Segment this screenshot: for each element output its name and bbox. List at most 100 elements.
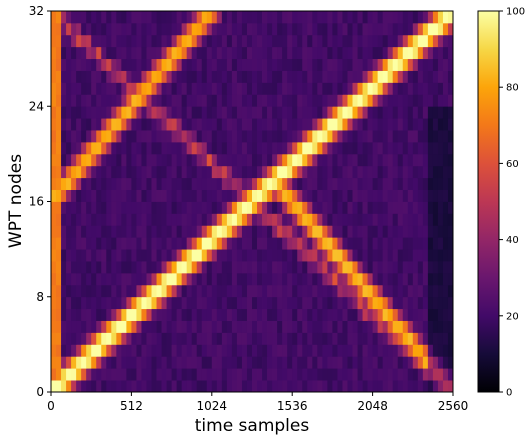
heatmap-cell — [61, 106, 67, 119]
heatmap-cell — [382, 94, 389, 107]
heatmap-cell — [186, 284, 193, 298]
heatmap-cell — [201, 261, 208, 274]
heatmap-cell — [432, 46, 439, 60]
heatmap-cell — [156, 130, 162, 143]
heatmap-cell — [297, 177, 303, 190]
heatmap-cell — [166, 34, 172, 48]
heatmap-cell — [81, 213, 87, 226]
heatmap-cell — [61, 153, 67, 167]
heatmap-cell — [362, 165, 368, 179]
heatmap-cell — [427, 94, 434, 107]
heatmap-cell — [56, 344, 62, 357]
heatmap-cell — [377, 58, 384, 71]
heatmap-cell — [252, 237, 258, 250]
heatmap-cell — [302, 177, 308, 190]
heatmap-cell — [357, 249, 363, 262]
heatmap-cell — [176, 225, 183, 238]
heatmap-cell — [206, 308, 213, 321]
heatmap-cell — [297, 201, 303, 214]
heatmap-cell — [352, 308, 358, 321]
heatmap-cell — [61, 296, 67, 310]
heatmap-cell — [51, 237, 57, 250]
heatmap-cell — [267, 22, 273, 36]
heatmap-cell — [126, 70, 132, 83]
heatmap-cell — [191, 344, 198, 357]
heatmap-cell — [417, 320, 424, 333]
heatmap-cell — [181, 34, 188, 48]
heatmap-cell — [81, 11, 87, 24]
heatmap-cell — [252, 118, 258, 131]
heatmap-cell — [126, 380, 132, 393]
heatmap-cell — [437, 368, 444, 381]
heatmap-cell — [327, 165, 333, 179]
heatmap-cell — [327, 380, 333, 393]
heatmap-cell — [437, 308, 444, 321]
heatmap-cell — [96, 296, 102, 310]
heatmap-cell — [206, 332, 213, 345]
heatmap-cell — [51, 118, 57, 131]
heatmap-cell — [191, 118, 198, 131]
heatmap-cell — [427, 46, 434, 60]
heatmap-cell — [282, 70, 288, 83]
heatmap-cell — [367, 34, 373, 48]
heatmap-cell — [216, 177, 223, 190]
heatmap-cell — [437, 58, 444, 71]
heatmap-cell — [81, 308, 87, 321]
heatmap-cell — [151, 261, 157, 274]
heatmap-cell — [432, 70, 439, 83]
heatmap-cell — [226, 332, 233, 345]
heatmap-cell — [252, 296, 258, 310]
heatmap-cell — [427, 82, 434, 95]
heatmap-cell — [282, 261, 288, 274]
heatmap-cell — [131, 368, 137, 381]
heatmap-cell — [357, 344, 363, 357]
heatmap-cell — [116, 165, 122, 179]
heatmap-cell — [66, 296, 72, 310]
heatmap-cell — [196, 320, 203, 333]
heatmap-cell — [71, 380, 77, 393]
heatmap-cell — [201, 213, 208, 226]
heatmap-cell — [297, 296, 303, 310]
heatmap-cell — [141, 201, 147, 214]
heatmap-cell — [387, 284, 394, 298]
heatmap-cell — [317, 308, 323, 321]
heatmap-cell — [272, 58, 278, 71]
heatmap-cell — [61, 237, 67, 250]
heatmap-cell — [86, 201, 92, 214]
heatmap-cell — [116, 272, 122, 286]
heatmap-cell — [131, 344, 137, 357]
heatmap-cell — [111, 356, 117, 369]
heatmap-cell — [262, 153, 268, 167]
heatmap-cell — [287, 261, 293, 274]
heatmap-cell — [226, 58, 233, 71]
heatmap-cell — [347, 308, 353, 321]
heatmap-cell — [432, 201, 439, 214]
heatmap-cell — [447, 320, 454, 333]
heatmap-cell — [322, 11, 328, 24]
heatmap-cell — [86, 34, 92, 48]
heatmap-cell — [412, 284, 419, 298]
heatmap-cell — [171, 46, 178, 60]
heatmap-cell — [166, 153, 172, 167]
heatmap-cell — [442, 177, 449, 190]
heatmap-cell — [397, 58, 404, 71]
heatmap-cell — [86, 118, 92, 131]
heatmap-cell — [71, 118, 77, 131]
heatmap-cell — [101, 106, 107, 119]
heatmap-cell — [342, 11, 348, 24]
heatmap-cell — [86, 82, 92, 95]
heatmap-cell — [236, 380, 243, 393]
heatmap-cell — [126, 130, 132, 143]
heatmap-cell — [141, 261, 147, 274]
heatmap-cell — [412, 34, 419, 48]
heatmap-cell — [357, 177, 363, 190]
heatmap-cell — [327, 272, 333, 286]
heatmap-cell — [191, 58, 198, 71]
heatmap-cell — [362, 249, 368, 262]
heatmap-cell — [116, 94, 122, 107]
heatmap-cell — [262, 201, 268, 214]
heatmap-cell — [272, 177, 278, 190]
heatmap-cell — [337, 201, 343, 214]
heatmap-cell — [392, 22, 399, 36]
heatmap-cell — [357, 225, 363, 238]
